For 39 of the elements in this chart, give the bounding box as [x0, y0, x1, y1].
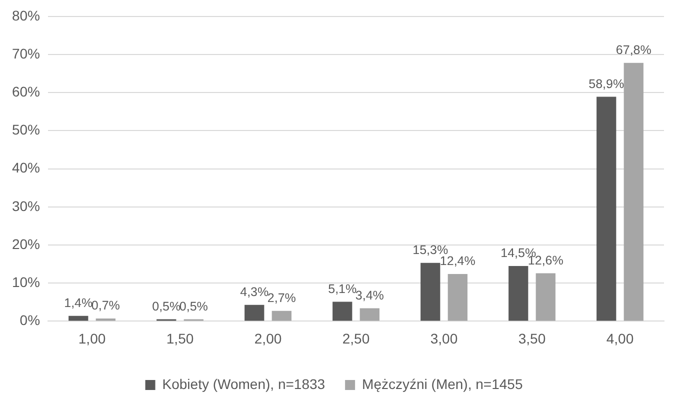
data-label: 4,3% — [240, 285, 269, 300]
y-tick-label: 20% — [12, 236, 40, 252]
y-tick-label: 30% — [12, 198, 40, 214]
bar — [244, 304, 264, 321]
bar — [420, 262, 440, 321]
x-tick-label: 4,00 — [606, 330, 634, 346]
legend-label: Kobiety (Women), n=1833 — [162, 376, 326, 392]
data-label: 58,9% — [588, 76, 624, 91]
y-tick-label: 40% — [12, 160, 40, 176]
y-tick-label: 60% — [12, 83, 40, 100]
data-label: 5,1% — [328, 282, 357, 296]
bar — [68, 316, 88, 321]
bar — [332, 302, 352, 321]
bar — [508, 266, 528, 321]
data-label: 0,5% — [179, 300, 208, 314]
y-tick-label: 0% — [20, 312, 40, 328]
x-tick-label: 1,50 — [166, 330, 194, 346]
bar — [272, 310, 292, 321]
x-tick-label: 2,00 — [254, 330, 282, 346]
y-tick-label: 70% — [12, 45, 40, 62]
data-label: 3,4% — [355, 288, 384, 302]
bar — [360, 308, 380, 321]
bar — [624, 62, 644, 321]
y-tick-label: 10% — [12, 274, 40, 290]
bar — [536, 273, 556, 321]
data-label: 1,4% — [64, 296, 93, 310]
x-tick-label: 3,00 — [430, 330, 458, 346]
x-tick-label: 3,50 — [518, 330, 546, 346]
bar — [596, 96, 616, 321]
data-label: 2,7% — [267, 291, 296, 306]
data-label: 67,8% — [616, 43, 652, 58]
legend-label: Mężczyźni (Men), n=1455 — [362, 376, 523, 392]
data-label: 0,5% — [152, 300, 181, 314]
x-tick-label: 1,00 — [78, 330, 106, 346]
data-label: 0,7% — [91, 298, 120, 313]
bar — [448, 274, 468, 321]
y-tick-label: 50% — [12, 122, 40, 138]
x-tick-label: 2,50 — [342, 330, 370, 346]
y-tick-label: 80% — [12, 7, 40, 24]
